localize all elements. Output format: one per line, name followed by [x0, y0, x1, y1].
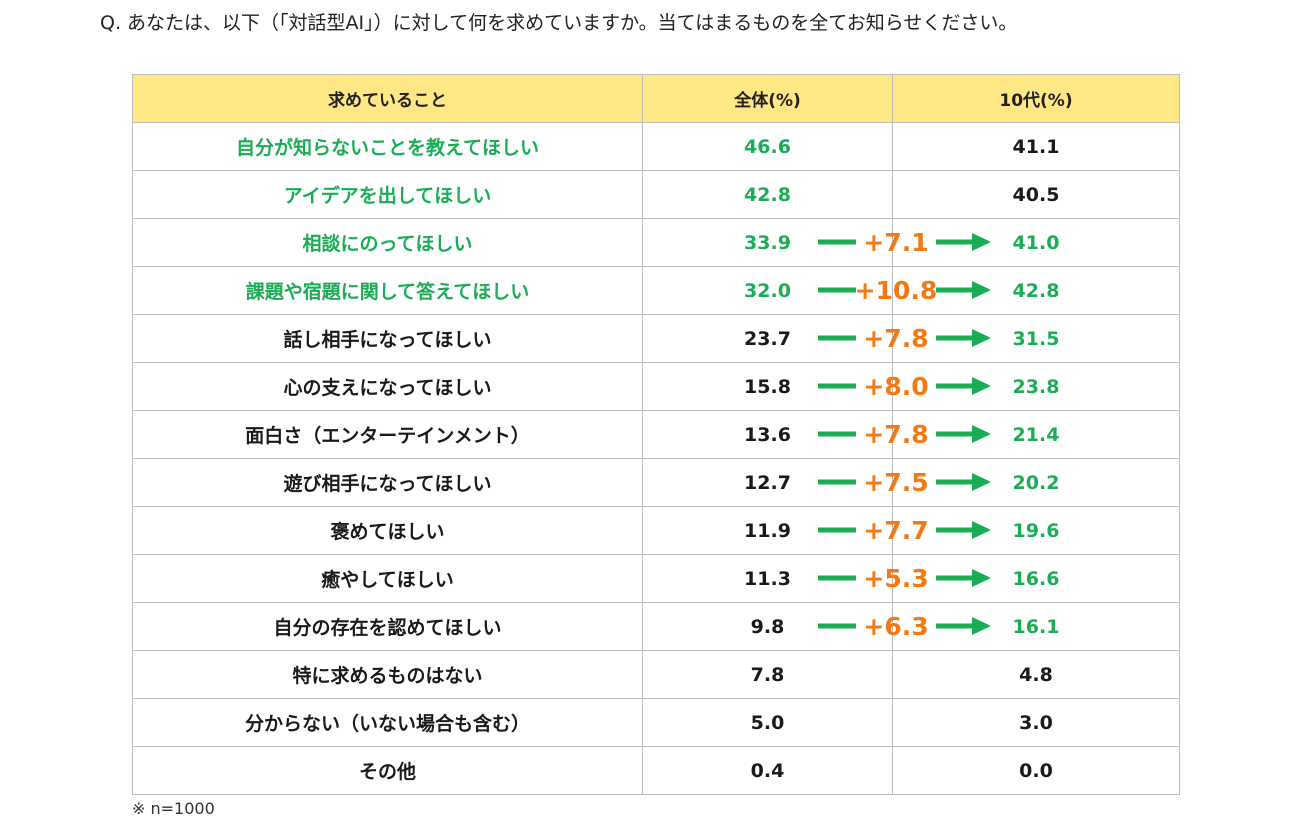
row-teen-value: 40.5 — [892, 170, 1180, 219]
row-teen-value: 20.2 — [892, 458, 1180, 507]
row-teen-value: 0.0 — [892, 746, 1180, 795]
row-total-value: 5.0 — [642, 698, 893, 747]
row-total-value: 46.6 — [642, 122, 893, 171]
table-body: 自分が知らないことを教えてほしい 46.6 41.1 アイデアを出してほしい 42.8 4… — [132, 122, 1180, 795]
survey-table: 求めていること 全体(%) 10代(%) 自分が知らないことを教えてほしい 46.… — [132, 74, 1180, 795]
row-total-value: 11.9 — [642, 506, 893, 555]
row-teen-value: 42.8 — [892, 266, 1180, 315]
table-row: 心の支えになってほしい 15.8 23.8 — [132, 362, 1180, 411]
table-row: 癒やしてほしい 11.3 16.6 — [132, 554, 1180, 603]
question-text: Q. あなたは、以下（「対話型AI」）に対して何を求めていますか。当てはまるもの… — [100, 12, 1018, 34]
row-item-label: 面白さ（エンターテインメント） — [132, 410, 643, 459]
header-teen: 10代(%) — [892, 74, 1180, 123]
table-row: その他 0.4 0.0 — [132, 746, 1180, 795]
row-item-label: 自分の存在を認めてほしい — [132, 602, 643, 651]
row-item-label: 分からない（いない場合も含む） — [132, 698, 643, 747]
row-total-value: 11.3 — [642, 554, 893, 603]
row-total-value: 33.9 — [642, 218, 893, 267]
row-total-value: 23.7 — [642, 314, 893, 363]
row-teen-value: 31.5 — [892, 314, 1180, 363]
row-teen-value: 21.4 — [892, 410, 1180, 459]
row-item-label: 課題や宿題に関して答えてほしい — [132, 266, 643, 315]
header-item: 求めていること — [132, 74, 643, 123]
table-row: 相談にのってほしい 33.9 41.0 — [132, 218, 1180, 267]
table-row: 分からない（いない場合も含む） 5.0 3.0 — [132, 698, 1180, 747]
row-teen-value: 3.0 — [892, 698, 1180, 747]
table-row: 遊び相手になってほしい 12.7 20.2 — [132, 458, 1180, 507]
row-teen-value: 4.8 — [892, 650, 1180, 699]
table-row: アイデアを出してほしい 42.8 40.5 — [132, 170, 1180, 219]
table-row: 褒めてほしい 11.9 19.6 — [132, 506, 1180, 555]
row-teen-value: 23.8 — [892, 362, 1180, 411]
table-row: 特に求めるものはない 7.8 4.8 — [132, 650, 1180, 699]
row-total-value: 9.8 — [642, 602, 893, 651]
row-item-label: その他 — [132, 746, 643, 795]
row-total-value: 42.8 — [642, 170, 893, 219]
row-item-label: 自分が知らないことを教えてほしい — [132, 122, 643, 171]
row-item-label: 相談にのってほしい — [132, 218, 643, 267]
row-total-value: 0.4 — [642, 746, 893, 795]
row-item-label: 話し相手になってほしい — [132, 314, 643, 363]
row-item-label: 癒やしてほしい — [132, 554, 643, 603]
row-teen-value: 16.1 — [892, 602, 1180, 651]
row-teen-value: 41.0 — [892, 218, 1180, 267]
row-total-value: 32.0 — [642, 266, 893, 315]
table-row: 自分が知らないことを教えてほしい 46.6 41.1 — [132, 122, 1180, 171]
row-item-label: 遊び相手になってほしい — [132, 458, 643, 507]
row-item-label: 特に求めるものはない — [132, 650, 643, 699]
header-total: 全体(%) — [642, 74, 893, 123]
row-total-value: 15.8 — [642, 362, 893, 411]
row-teen-value: 16.6 — [892, 554, 1180, 603]
row-total-value: 13.6 — [642, 410, 893, 459]
row-item-label: アイデアを出してほしい — [132, 170, 643, 219]
row-item-label: 褒めてほしい — [132, 506, 643, 555]
row-total-value: 7.8 — [642, 650, 893, 699]
sample-size-note: ※ n=1000 — [132, 799, 215, 818]
table-row: 面白さ（エンターテインメント） 13.6 21.4 — [132, 410, 1180, 459]
row-teen-value: 19.6 — [892, 506, 1180, 555]
row-teen-value: 41.1 — [892, 122, 1180, 171]
row-item-label: 心の支えになってほしい — [132, 362, 643, 411]
table-row: 自分の存在を認めてほしい 9.8 16.1 — [132, 602, 1180, 651]
row-total-value: 12.7 — [642, 458, 893, 507]
header-row: 求めていること 全体(%) 10代(%) — [132, 74, 1180, 123]
table-row: 課題や宿題に関して答えてほしい 32.0 42.8 — [132, 266, 1180, 315]
table-row: 話し相手になってほしい 23.7 31.5 — [132, 314, 1180, 363]
